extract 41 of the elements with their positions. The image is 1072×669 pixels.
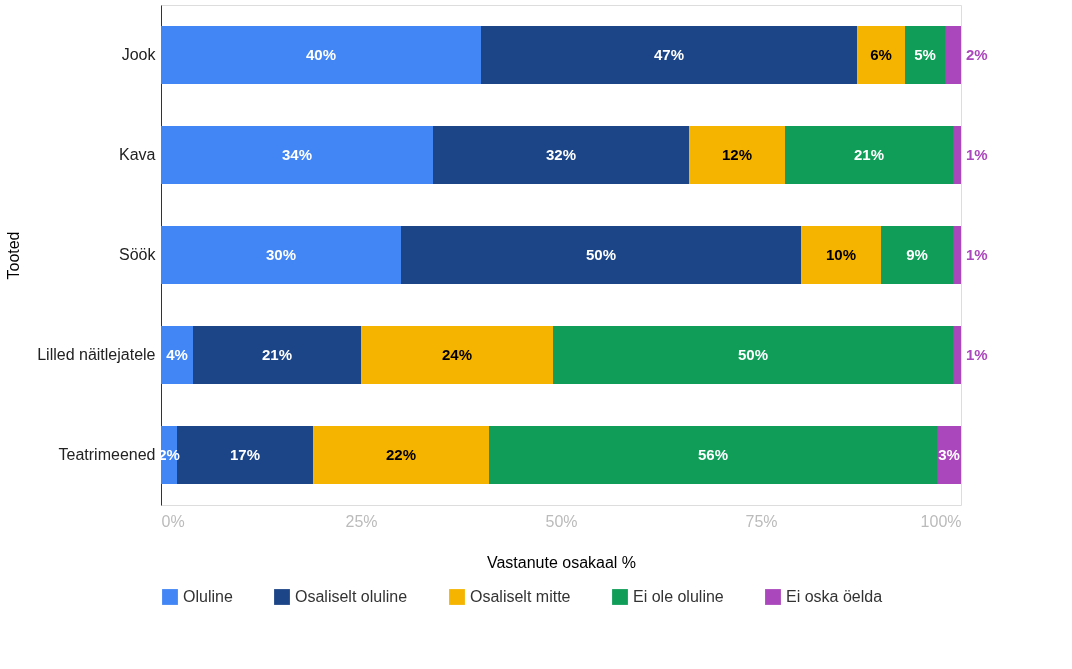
x-axis-title: Vastanute osakaal %	[486, 553, 637, 571]
data-label: 1%	[966, 346, 988, 363]
legend-label: Ei oska öelda	[786, 588, 883, 605]
data-label: 32%	[545, 146, 577, 163]
legend-label: Oluline	[183, 588, 233, 605]
data-label: 17%	[229, 446, 261, 463]
data-label: 47%	[653, 46, 685, 63]
data-label: 50%	[585, 246, 617, 263]
data-label: 34%	[281, 146, 313, 163]
y-tick-label: Jook	[121, 46, 157, 63]
x-tick-label: 100%	[920, 512, 962, 530]
y-axis-title: Tooted	[5, 231, 23, 280]
data-label: 2%	[966, 46, 988, 63]
data-label: 4%	[166, 346, 188, 363]
data-label: 12%	[721, 146, 753, 163]
y-tick-label: Söök	[119, 246, 157, 263]
legend-label: Osaliselt oluline	[295, 588, 408, 605]
data-label: 3%	[938, 446, 960, 463]
data-label: 56%	[697, 446, 729, 463]
data-label: 10%	[825, 246, 857, 263]
legend-label: Osaliselt mitte	[470, 588, 571, 605]
data-label: 22%	[385, 446, 417, 463]
data-label: 21%	[853, 146, 885, 163]
x-tick-label: 75%	[745, 512, 778, 530]
data-label: 1%	[966, 146, 988, 163]
legend-label: Ei ole oluline	[633, 588, 724, 605]
data-label: 21%	[261, 346, 293, 363]
y-tick-label: Lilled näitlejatele	[37, 346, 156, 363]
data-label: 40%	[305, 46, 337, 63]
x-tick-label: 25%	[345, 512, 378, 530]
x-tick-label: 50%	[545, 512, 578, 530]
data-label: 24%	[441, 346, 473, 363]
x-tick-label: 0%	[161, 512, 185, 530]
data-label: 9%	[906, 246, 928, 263]
y-tick-label: Kava	[119, 146, 156, 163]
data-label: 30%	[265, 246, 297, 263]
data-label: 50%	[737, 346, 769, 363]
y-tick-label: Teatrimeened	[58, 446, 156, 463]
data-label: 5%	[914, 46, 936, 63]
data-label: 6%	[870, 46, 892, 63]
data-label: 1%	[966, 246, 988, 263]
